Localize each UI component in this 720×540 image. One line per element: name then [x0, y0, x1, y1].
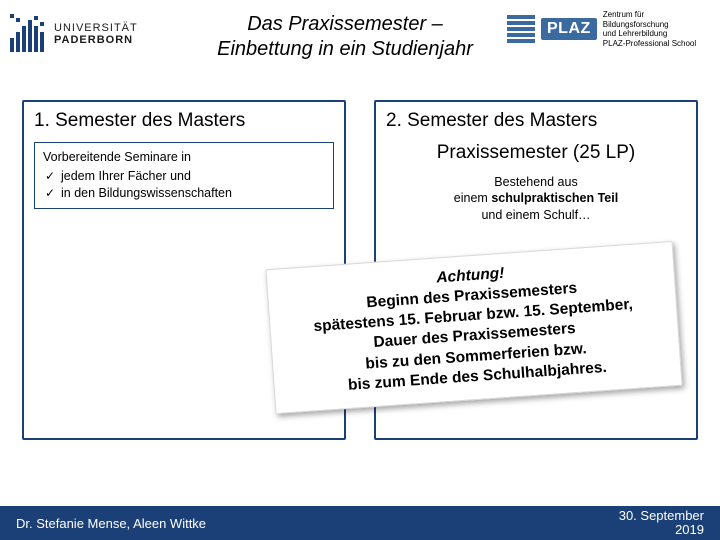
- panel1-list: jedem Ihrer Fächer und in den Bildungswi…: [43, 168, 325, 202]
- plaz-text-l2: und Lehrerbildung: [603, 29, 668, 38]
- panel2-l3: und einem Schulf…: [481, 208, 590, 222]
- plaz-text-l3: PLAZ-Professional School: [603, 39, 696, 48]
- plaz-name: PLAZ: [541, 18, 597, 40]
- uni-name-line1: UNIVERSITÄT: [54, 22, 138, 34]
- plaz-logo: PLAZ Zentrum für Bildungsforschung und L…: [507, 6, 712, 48]
- footer-date: 30. September 2019: [619, 509, 704, 538]
- footer-date-l1: 30. September: [619, 508, 704, 523]
- panel1-infobox: Vorbereitende Seminare in jedem Ihrer Fä…: [34, 142, 334, 209]
- panel2-subtitle: Praxissemester (25 LP): [386, 142, 686, 164]
- uni-logo-text: UNIVERSITÄT PADERBORN: [54, 22, 138, 46]
- achtung-callout: Achtung! Beginn des Praxissemesters spät…: [265, 241, 682, 414]
- title-line2: Einbettung in ein Studienjahr: [217, 38, 473, 60]
- panel2-body: Bestehend aus einem schulpraktischen Tei…: [386, 174, 686, 223]
- uni-logo-mark-icon: [8, 12, 48, 56]
- uni-name-line2: PADERBORN: [54, 34, 133, 46]
- title-line1: Das Praxissemester –: [247, 13, 443, 35]
- slide-title: Das Praxissemester – Einbettung in ein S…: [183, 6, 507, 62]
- panel1-title: 1. Semester des Masters: [34, 110, 334, 132]
- panel1-item: in den Bildungswissenschaften: [45, 185, 325, 202]
- panel2-title: 2. Semester des Masters: [386, 110, 686, 132]
- header: UNIVERSITÄT PADERBORN Das Praxissemester…: [0, 0, 720, 74]
- plaz-subtitle: Zentrum für Bildungsforschung und Lehrer…: [603, 10, 712, 48]
- uni-paderborn-logo: UNIVERSITÄT PADERBORN: [8, 6, 183, 56]
- footer-date-l2: 2019: [675, 522, 704, 537]
- panel2-l2: einem schulpraktischen Teil: [454, 191, 618, 205]
- panel2-l1: Bestehend aus: [494, 175, 577, 189]
- plaz-bars-icon: [507, 15, 535, 43]
- footer-authors: Dr. Stefanie Mense, Aleen Wittke: [16, 516, 206, 531]
- plaz-text-l1: Zentrum für Bildungsforschung: [603, 10, 669, 29]
- footer: Dr. Stefanie Mense, Aleen Wittke 30. Sep…: [0, 506, 720, 540]
- panel1-intro: Vorbereitende Seminare in: [43, 150, 191, 164]
- panel1-item: jedem Ihrer Fächer und: [45, 168, 325, 185]
